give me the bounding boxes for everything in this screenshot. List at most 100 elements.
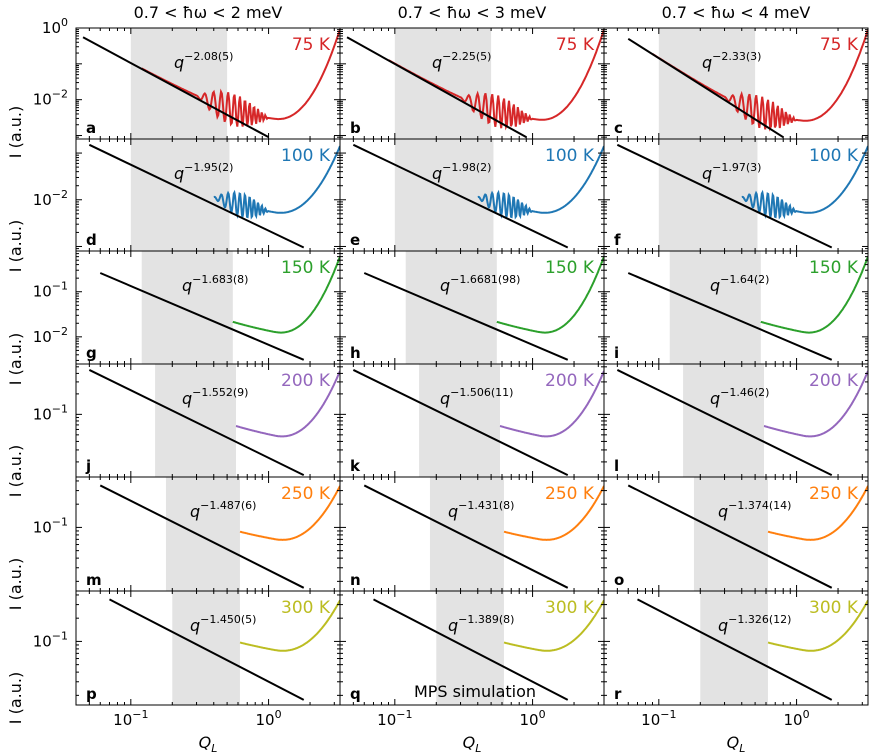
- exponent-base: q: [440, 389, 450, 408]
- x-tick-label: 10−1: [641, 708, 676, 729]
- temperature-label: 200 K: [809, 371, 859, 391]
- axis-labels: I (a.u.) I (a.u.) I (a.u.) I (a.u.) I (a…: [6, 106, 25, 724]
- power-law-fit-line: [88, 143, 305, 249]
- panel-plot-area: [363, 477, 604, 591]
- exponent-value: −1.506(11): [450, 386, 513, 399]
- panel-e: e 100 K q−1.98(2): [339, 138, 605, 252]
- fit-region-shade: [419, 364, 500, 477]
- temperature-label: 100 K: [545, 146, 595, 166]
- y-tick-exp: −1: [52, 402, 68, 415]
- temperature-label: 150 K: [809, 258, 859, 278]
- exponent-base: q: [710, 276, 720, 295]
- exponent-label: q−1.683(8): [182, 273, 248, 295]
- panel-letter: p: [86, 685, 97, 703]
- fit-region-shade: [130, 28, 228, 139]
- x-tick-exp: 0: [803, 708, 810, 721]
- exponent-value: −1.95(2): [184, 161, 233, 174]
- panel-plot-area: [88, 364, 340, 477]
- panel-letter: o: [614, 571, 624, 589]
- fit-region-shade: [658, 139, 758, 251]
- exponent-base: q: [448, 616, 458, 635]
- panel-letter: c: [614, 119, 623, 137]
- exponent-label: q−1.46(2): [710, 386, 769, 408]
- data-curve: [141, 28, 340, 127]
- exponent-value: −1.374(14): [728, 499, 791, 512]
- fit-region-shade: [693, 477, 768, 591]
- temperature-label: 200 K: [545, 371, 595, 391]
- x-axis-label-sub: L: [739, 742, 745, 755]
- fit-region-shade: [172, 591, 240, 705]
- panel-c: c 75 K q−2.33(3): [603, 27, 869, 140]
- exponent-label: q−1.64(2): [710, 273, 769, 295]
- y-tick-exp: −2: [52, 88, 68, 101]
- exponent-value: −1.450(5): [200, 613, 256, 626]
- y-tick-label: 10−2: [33, 325, 68, 346]
- fit-region-shade: [394, 139, 494, 251]
- y-tick-base: 10: [33, 632, 52, 650]
- power-law-fit-line: [352, 143, 569, 249]
- panel-letter: d: [86, 231, 97, 249]
- x-tick-exp: −1: [660, 708, 676, 721]
- exponent-label: q−1.487(6): [190, 499, 256, 521]
- data-curve: [503, 599, 604, 652]
- panel-h: h 150 K q−1.6681(98): [339, 250, 605, 365]
- data-curve: [767, 599, 868, 652]
- x-tick-exp: 0: [539, 708, 546, 721]
- power-law-fit-line: [99, 484, 305, 589]
- exponent-label: q−1.95(2): [174, 161, 233, 183]
- y-tick-exp: −2: [52, 188, 68, 201]
- panel-plot-area: [352, 364, 604, 477]
- panel-frame: [603, 590, 869, 706]
- data-curve: [239, 485, 340, 541]
- panel-plot-area: [82, 28, 340, 139]
- x-tick-exp: −1: [132, 708, 148, 721]
- exponent-value: −1.431(8): [458, 499, 514, 512]
- data-curve: [235, 370, 340, 438]
- panel-letter: a: [86, 119, 96, 137]
- exponent-value: −1.97(3): [712, 161, 761, 174]
- x-axis-label-main: Q: [463, 733, 476, 752]
- y-tick-base: 10: [33, 405, 52, 423]
- y-tick-base: 10: [42, 19, 61, 37]
- exponent-base: q: [710, 389, 720, 408]
- temperature-label: 75 K: [556, 35, 595, 55]
- panel-letter: m: [86, 571, 102, 589]
- fit-region-shade: [683, 364, 764, 477]
- fit-region-shade: [658, 28, 756, 139]
- data-curve: [767, 485, 868, 541]
- exponent-base: q: [440, 276, 450, 295]
- exponent-label: q−1.450(5): [190, 613, 256, 635]
- temperature-label: 200 K: [281, 371, 331, 391]
- panel-letter: q: [350, 685, 361, 703]
- data-curve: [232, 256, 340, 334]
- data-curve: [741, 145, 868, 220]
- data-curve: [760, 256, 868, 334]
- exponent-value: −2.25(5): [442, 50, 491, 63]
- exponent-base: q: [432, 53, 442, 72]
- panel-plot-area: [627, 477, 868, 591]
- power-law-fit-line: [82, 36, 270, 139]
- exponent-value: −1.389(8): [458, 613, 514, 626]
- exponent-base: q: [182, 389, 192, 408]
- data-curve: [499, 370, 604, 438]
- temperature-label: 250 K: [809, 484, 859, 504]
- exponent-value: −2.08(5): [184, 50, 233, 63]
- x-axis-label-main: Q: [199, 733, 212, 752]
- fit-region-shade: [429, 477, 504, 591]
- exponent-value: −1.683(8): [192, 273, 248, 286]
- data-curve: [239, 599, 340, 652]
- y-axis-label: I (a.u.): [6, 106, 25, 158]
- panel-letter: n: [350, 571, 361, 589]
- y-axis-label: I (a.u.): [6, 220, 25, 272]
- x-tick-label: 100: [520, 708, 546, 729]
- x-tick-label: 10−1: [377, 708, 412, 729]
- exponent-label: q−1.326(12): [718, 613, 791, 635]
- power-law-fit-line: [352, 369, 569, 476]
- panel-d: d 100 K q−1.95(2) 10−2: [33, 138, 341, 252]
- panel-plot-area: [363, 251, 604, 364]
- x-axis-label-main: Q: [727, 733, 740, 752]
- power-law-fit-line: [616, 369, 833, 476]
